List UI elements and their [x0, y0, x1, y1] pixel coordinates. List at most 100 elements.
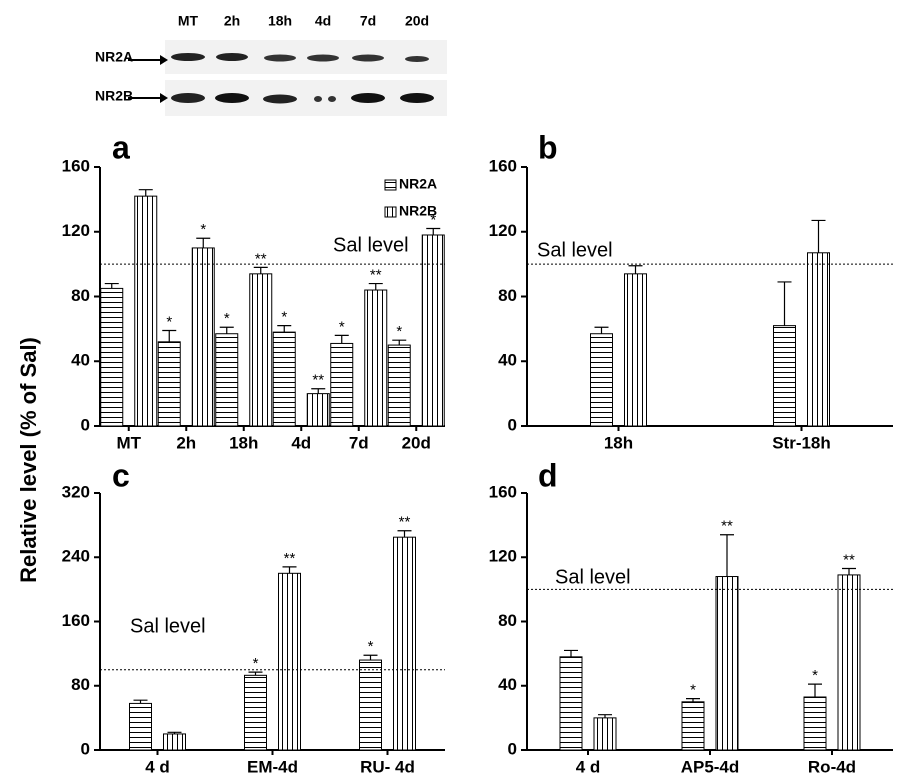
error-bar: [426, 229, 440, 235]
x-tick-label: 4 d: [145, 757, 170, 776]
significance: *: [690, 682, 696, 699]
y-tick-label: 80: [71, 675, 90, 694]
x-tick-label: Str-18h: [772, 433, 831, 452]
y-tick-label: 0: [81, 415, 90, 434]
bar: [250, 274, 272, 426]
error-bar: [220, 327, 234, 333]
y-tick-label: 0: [81, 739, 90, 758]
reference-label: Sal level: [333, 234, 409, 256]
x-tick-label: 18h: [604, 433, 633, 452]
error-bar: [842, 568, 856, 574]
y-tick-label: 160: [489, 156, 517, 175]
bar: [360, 660, 382, 750]
y-tick-label: 40: [498, 351, 517, 370]
blot-lane-label: MT: [178, 13, 199, 29]
bar: [394, 537, 416, 750]
significance: *: [812, 667, 818, 684]
bar: [365, 290, 387, 426]
blot-lane-label: 2h: [224, 13, 240, 29]
x-tick-label: MT: [116, 433, 141, 452]
y-tick-label: 120: [62, 221, 90, 240]
reference-label: Sal level: [537, 239, 613, 261]
significance: *: [224, 310, 230, 327]
bar: [625, 274, 647, 426]
error-bar: [812, 220, 826, 252]
blot-lane-label: 4d: [315, 13, 331, 29]
bar: [838, 575, 860, 750]
y-tick-label: 80: [498, 286, 517, 305]
x-tick-label: 4d: [291, 433, 311, 452]
bar: [774, 326, 796, 426]
panel-label: b: [538, 129, 558, 165]
y-tick-label: 120: [489, 221, 517, 240]
y-axis-label: Relative level (% of Sal): [16, 337, 41, 583]
bar: [804, 697, 826, 750]
blot-lane-label: 18h: [268, 13, 292, 29]
bar: [388, 345, 410, 426]
error-bar: [629, 266, 643, 274]
panel-label: d: [538, 457, 558, 493]
bar: [101, 288, 123, 426]
bar: [245, 675, 267, 750]
bar: [158, 342, 180, 426]
error-bar: [595, 327, 609, 333]
x-tick-label: 4 d: [576, 757, 601, 776]
bar: [279, 573, 301, 750]
error-bar: [392, 340, 406, 345]
bar: [307, 394, 329, 426]
y-tick-label: 120: [489, 547, 517, 566]
bar: [591, 334, 613, 426]
bar: [216, 334, 238, 426]
significance: **: [399, 514, 411, 531]
y-tick-label: 0: [508, 739, 517, 758]
significance: **: [370, 267, 382, 284]
y-tick-label: 40: [498, 675, 517, 694]
x-tick-label: 18h: [229, 433, 258, 452]
page: Relative level (% of Sal) MT 2h 18h 4d 7d 20d…: [0, 0, 901, 776]
bar: [560, 657, 582, 750]
reference-label: Sal level: [555, 566, 631, 588]
error-bar: [778, 282, 792, 326]
bar: [331, 343, 353, 426]
error-bar: [720, 535, 734, 577]
panel-label: a: [112, 129, 130, 165]
panel-label: c: [112, 457, 130, 493]
blot-row-label: NR2A: [95, 49, 133, 65]
error-bar: [808, 684, 822, 697]
y-tick-label: 40: [71, 351, 90, 370]
x-tick-label: 7d: [349, 433, 369, 452]
bar: [682, 702, 704, 750]
significance: **: [284, 550, 296, 567]
blot-image: [128, 40, 447, 116]
bar: [130, 703, 152, 750]
blot-lane-label: 20d: [405, 13, 429, 29]
bar: [135, 196, 157, 426]
y-tick-label: 80: [71, 286, 90, 305]
x-tick-label: 2h: [176, 433, 196, 452]
blot-lane-label: 7d: [360, 13, 376, 29]
significance: **: [721, 518, 733, 535]
error-bar: [564, 650, 578, 656]
y-tick-label: 0: [508, 415, 517, 434]
error-bar: [139, 190, 153, 196]
legend-swatch: [385, 180, 396, 190]
error-bar: [364, 655, 378, 660]
error-bar: [283, 567, 297, 573]
error-bar: [105, 284, 119, 289]
error-bar: [254, 267, 268, 273]
significance: *: [396, 323, 402, 340]
y-tick-label: 320: [62, 482, 90, 501]
bar: [273, 332, 295, 426]
figure: Relative level (% of Sal) MT 2h 18h 4d 7d 20d…: [0, 0, 901, 776]
error-bar: [162, 330, 176, 341]
legend-label: NR2A: [399, 176, 437, 192]
error-bar: [335, 335, 349, 343]
reference-label: Sal level: [130, 615, 206, 637]
significance: **: [312, 372, 324, 389]
blot-row-label: NR2B: [95, 88, 133, 104]
y-tick-label: 160: [62, 156, 90, 175]
bar: [164, 734, 186, 750]
legend-swatch: [385, 207, 396, 217]
legend-label: NR2B: [399, 203, 437, 219]
y-tick-label: 160: [489, 482, 517, 501]
